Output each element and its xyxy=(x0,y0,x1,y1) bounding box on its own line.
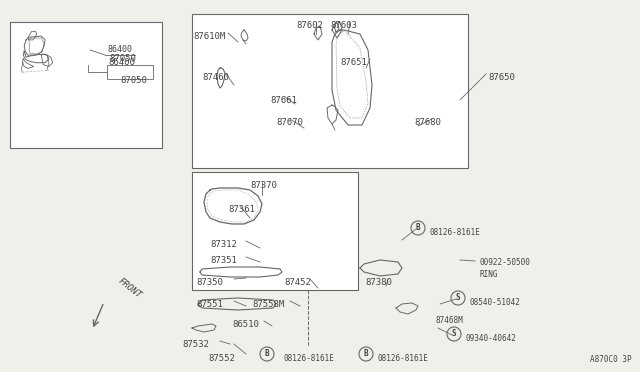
Text: 87552: 87552 xyxy=(208,354,235,363)
Text: 87661: 87661 xyxy=(270,96,297,105)
Text: 87350: 87350 xyxy=(196,278,223,287)
Text: B: B xyxy=(265,350,269,359)
Text: 00922-50500: 00922-50500 xyxy=(480,258,531,267)
Text: B: B xyxy=(364,350,368,359)
Text: 08126-8161E: 08126-8161E xyxy=(430,228,481,237)
Text: 87650: 87650 xyxy=(488,73,515,82)
Text: 87361: 87361 xyxy=(228,205,255,214)
Bar xyxy=(107,65,153,79)
Text: 87370: 87370 xyxy=(250,181,277,190)
Text: 87468M: 87468M xyxy=(436,316,464,325)
Text: 87050: 87050 xyxy=(120,76,147,85)
Text: 08126-8161E: 08126-8161E xyxy=(378,354,429,363)
Text: 87532: 87532 xyxy=(182,340,209,349)
Text: 87602: 87602 xyxy=(296,21,323,30)
Text: 86400: 86400 xyxy=(107,45,132,54)
Text: 86400: 86400 xyxy=(108,58,135,67)
Text: 86510: 86510 xyxy=(232,320,259,329)
Bar xyxy=(10,22,162,148)
Text: B: B xyxy=(416,224,420,232)
Text: 87460: 87460 xyxy=(202,73,229,82)
Text: 87610M: 87610M xyxy=(193,32,225,41)
Text: 87452: 87452 xyxy=(284,278,311,287)
Text: 87380: 87380 xyxy=(365,278,392,287)
Text: 87558M: 87558M xyxy=(252,300,284,309)
Bar xyxy=(192,172,358,290)
Text: 08540-51042: 08540-51042 xyxy=(470,298,521,307)
Text: RING: RING xyxy=(480,270,499,279)
Bar xyxy=(192,14,468,168)
Text: FRONT: FRONT xyxy=(116,276,143,300)
Text: 87680: 87680 xyxy=(414,118,441,127)
Text: S: S xyxy=(456,294,460,302)
Text: 87670: 87670 xyxy=(276,118,303,127)
Text: S: S xyxy=(452,330,456,339)
Text: 87551: 87551 xyxy=(196,300,223,309)
Text: 09340-40642: 09340-40642 xyxy=(466,334,517,343)
Text: 87050: 87050 xyxy=(109,54,136,63)
Text: A870C0 3P: A870C0 3P xyxy=(590,355,632,364)
Text: 87351: 87351 xyxy=(210,256,237,265)
Text: 87312: 87312 xyxy=(210,240,237,249)
Text: 87603: 87603 xyxy=(330,21,357,30)
Text: 08126-8161E: 08126-8161E xyxy=(284,354,335,363)
Text: 87651: 87651 xyxy=(340,58,367,67)
